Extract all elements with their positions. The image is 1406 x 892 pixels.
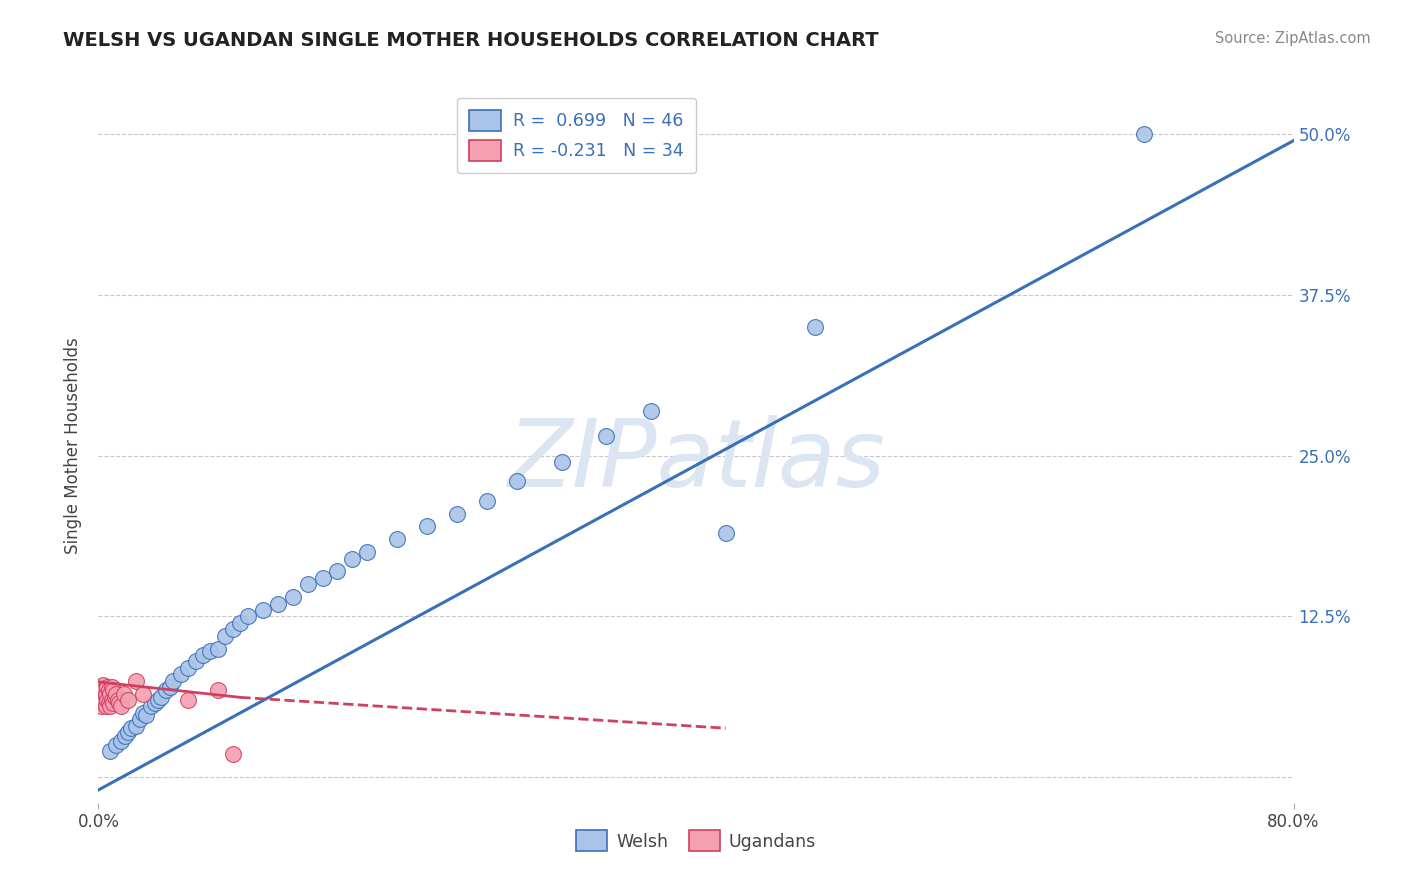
Point	[105, 686, 128, 700]
Point	[87, 693, 110, 707]
Point	[177, 661, 200, 675]
Point	[125, 673, 148, 688]
Point	[236, 609, 259, 624]
Point	[132, 706, 155, 720]
Point	[222, 747, 245, 761]
Point	[595, 429, 617, 443]
Point	[446, 507, 468, 521]
Point	[89, 682, 111, 697]
Point	[105, 738, 128, 752]
Text: ZIPatlas: ZIPatlas	[508, 415, 884, 506]
Point	[252, 603, 274, 617]
Point	[110, 699, 132, 714]
Point	[125, 719, 148, 733]
Point	[207, 682, 229, 697]
Point	[342, 551, 364, 566]
Point	[93, 682, 115, 697]
Point	[1133, 127, 1156, 141]
Point	[87, 680, 110, 694]
Text: WELSH VS UGANDAN SINGLE MOTHER HOUSEHOLDS CORRELATION CHART: WELSH VS UGANDAN SINGLE MOTHER HOUSEHOLD…	[63, 31, 879, 50]
Point	[110, 734, 132, 748]
Point	[139, 699, 162, 714]
Point	[640, 403, 662, 417]
Point	[155, 682, 177, 697]
Point	[214, 629, 236, 643]
Point	[103, 696, 125, 710]
Point	[101, 693, 124, 707]
Point	[475, 493, 498, 508]
Point	[117, 693, 139, 707]
Point	[184, 654, 207, 668]
Point	[90, 686, 112, 700]
Point	[91, 677, 114, 691]
Point	[108, 696, 131, 710]
Point	[177, 693, 200, 707]
Point	[96, 680, 118, 694]
Point	[143, 696, 166, 710]
Point	[148, 693, 170, 707]
Point	[356, 545, 378, 559]
Point	[385, 533, 409, 547]
Point	[90, 699, 112, 714]
Point	[222, 622, 245, 636]
Point	[200, 644, 222, 658]
Point	[326, 565, 349, 579]
Point	[103, 682, 125, 697]
Point	[96, 693, 118, 707]
Point	[98, 686, 122, 700]
Point	[207, 641, 229, 656]
Point	[93, 696, 115, 710]
Point	[114, 729, 136, 743]
Point	[169, 667, 191, 681]
Point	[101, 680, 124, 694]
Point	[112, 686, 135, 700]
Point	[267, 597, 290, 611]
Point	[297, 577, 319, 591]
Point	[117, 725, 139, 739]
Point	[714, 525, 737, 540]
Y-axis label: Single Mother Households: Single Mother Households	[65, 338, 83, 554]
Point	[506, 475, 529, 489]
Point	[91, 693, 114, 707]
Point	[159, 680, 181, 694]
Point	[191, 648, 214, 662]
Point	[104, 690, 127, 705]
Point	[311, 571, 333, 585]
Point	[162, 673, 184, 688]
Point	[98, 699, 122, 714]
Legend: Welsh, Ugandans: Welsh, Ugandans	[569, 823, 823, 858]
Point	[97, 682, 120, 697]
Point	[550, 455, 572, 469]
Point	[150, 690, 173, 705]
Point	[94, 686, 117, 700]
Point	[120, 721, 142, 735]
Point	[132, 686, 155, 700]
Point	[94, 699, 117, 714]
Point	[107, 693, 129, 707]
Point	[804, 320, 827, 334]
Point	[97, 696, 120, 710]
Text: Source: ZipAtlas.com: Source: ZipAtlas.com	[1215, 31, 1371, 46]
Point	[229, 615, 252, 630]
Point	[416, 519, 439, 533]
Point	[98, 744, 122, 758]
Point	[89, 696, 111, 710]
Point	[281, 590, 304, 604]
Point	[135, 708, 157, 723]
Point	[129, 712, 152, 726]
